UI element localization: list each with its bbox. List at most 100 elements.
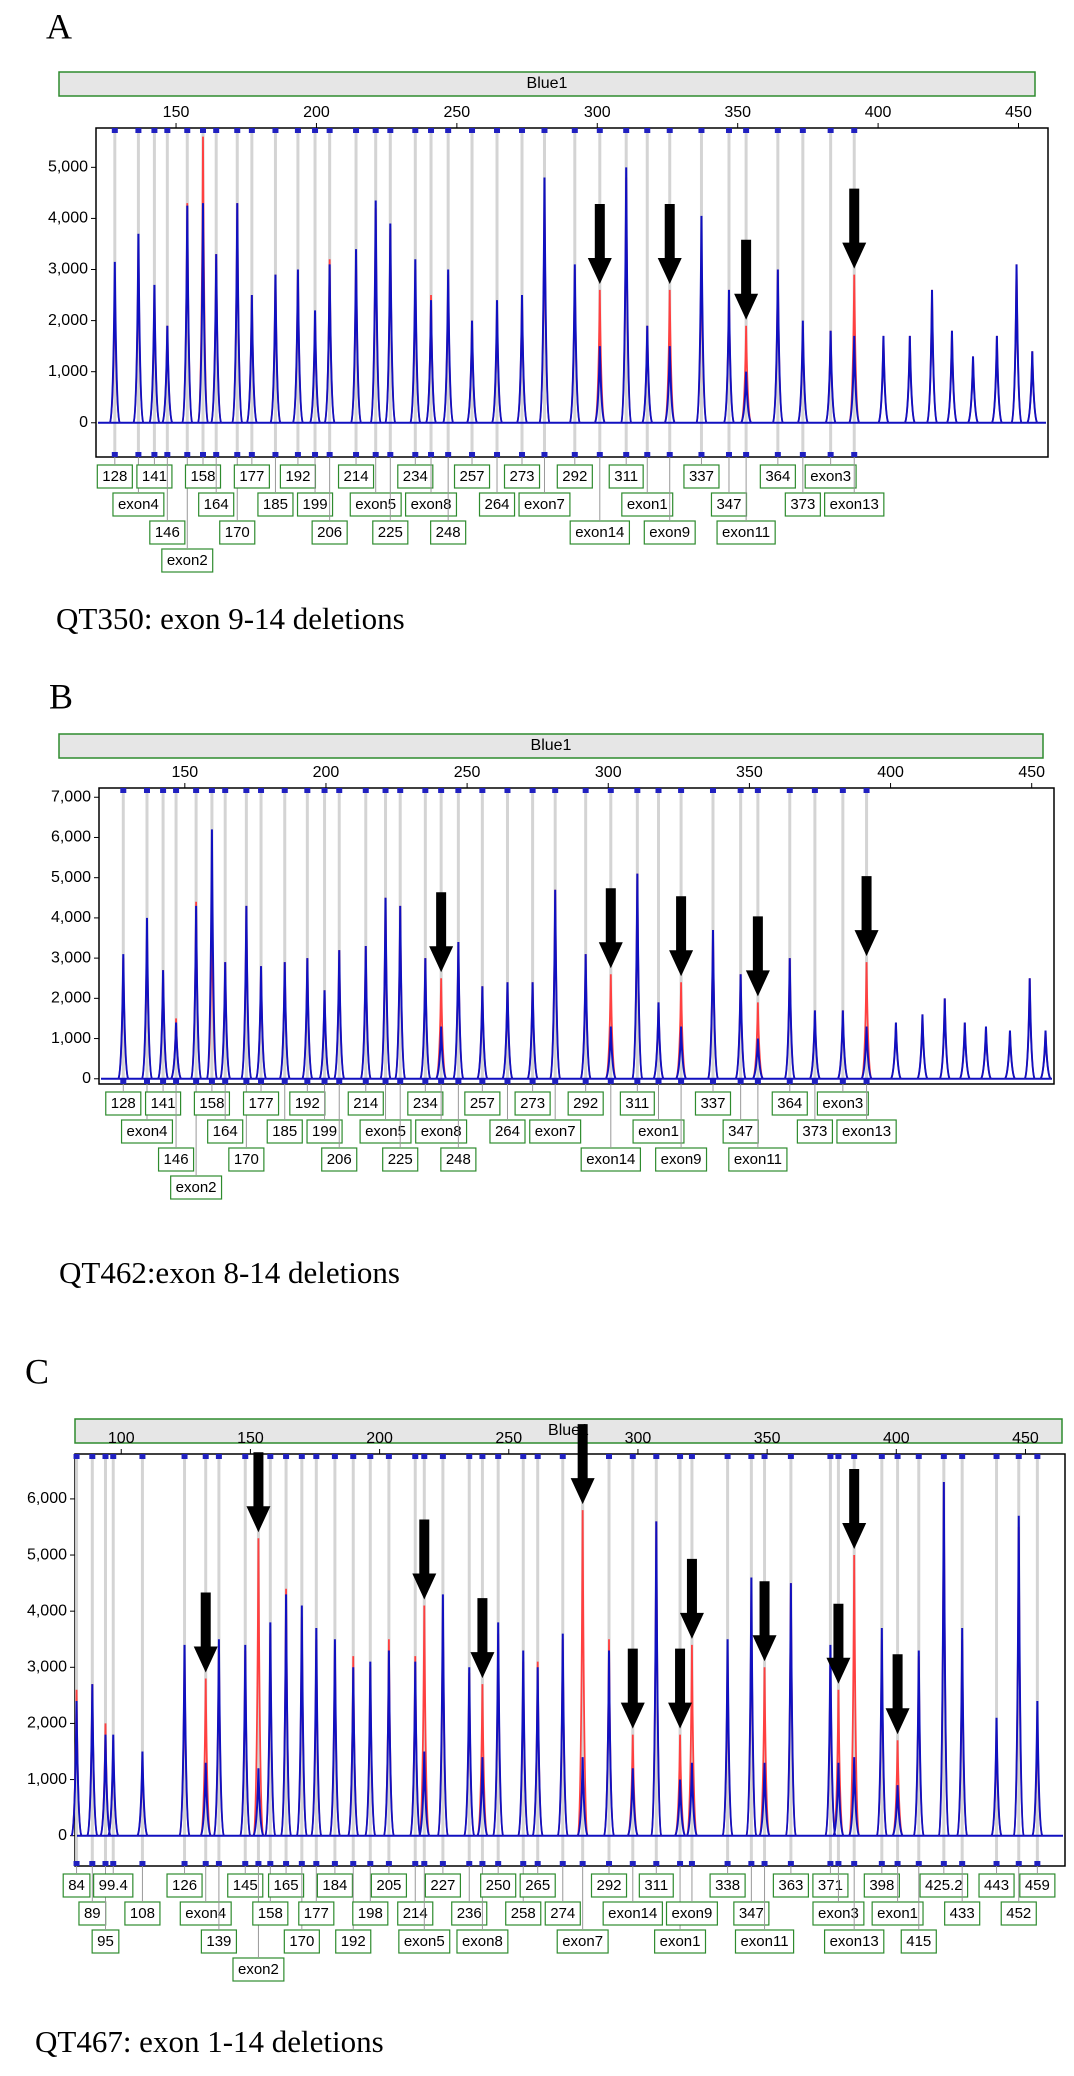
bin-marker — [541, 128, 548, 133]
bin-marker — [234, 128, 241, 133]
probe-label: 248 — [446, 1151, 471, 1168]
peak — [626, 1768, 639, 1837]
y-tick-label: 3,000 — [48, 261, 88, 278]
peak — [796, 320, 809, 424]
bin-marker — [596, 128, 603, 133]
x-tick-label: 200 — [303, 104, 330, 121]
bin-marker — [644, 128, 651, 133]
bin-marker — [455, 1079, 462, 1084]
x-tick-label: 300 — [584, 104, 611, 121]
peak — [891, 1785, 904, 1837]
bin-marker — [304, 1079, 311, 1084]
peak — [531, 1667, 544, 1837]
peak — [686, 1762, 698, 1837]
probe-label: exon2 — [238, 1961, 279, 1978]
peak — [1039, 1030, 1052, 1080]
bin-marker — [851, 128, 858, 133]
peak — [938, 998, 951, 1080]
caption: QT350: exon 9-14 deletions — [56, 601, 405, 636]
bin-marker — [607, 788, 614, 793]
peak — [435, 1026, 448, 1080]
bin-marker — [193, 1079, 200, 1084]
bin-marker — [110, 1861, 117, 1866]
bin-marker — [504, 1079, 511, 1084]
bin-marker — [827, 1454, 834, 1459]
bin-marker — [89, 1861, 96, 1866]
bin-marker — [571, 452, 578, 457]
peak — [652, 1002, 665, 1080]
bin-marker — [372, 128, 379, 133]
bin-marker — [787, 1454, 794, 1459]
probe-label: exon14 — [586, 1151, 635, 1168]
x-tick-label: 200 — [366, 1430, 393, 1447]
peak — [1023, 978, 1036, 1080]
bin-marker — [438, 1079, 445, 1084]
bin-marker — [623, 452, 630, 457]
peak — [436, 1594, 449, 1837]
peak — [245, 295, 258, 424]
deletion-arrow — [679, 1558, 704, 1639]
bin-marker — [552, 1079, 559, 1084]
peak — [1010, 264, 1023, 424]
bin-marker — [412, 1454, 419, 1459]
bin-marker — [835, 1861, 842, 1866]
bin-marker — [242, 1454, 249, 1459]
bin-marker — [412, 1861, 419, 1866]
bin-marker — [102, 1861, 109, 1866]
x-tick-label: 150 — [237, 1430, 264, 1447]
probe-label: 364 — [765, 468, 790, 485]
bin-marker — [786, 788, 793, 793]
panel-label: C — [25, 1351, 49, 1391]
peak — [419, 958, 432, 1080]
bin-marker — [839, 1079, 846, 1084]
peak — [394, 905, 407, 1080]
bin-marker — [827, 128, 834, 133]
bin-marker — [827, 1861, 834, 1866]
probe-label: 459 — [1025, 1877, 1050, 1894]
bin-marker — [629, 1454, 636, 1459]
bin-marker — [839, 788, 846, 793]
probe-label: 185 — [263, 496, 288, 513]
peak — [783, 958, 796, 1080]
peak — [758, 1762, 771, 1837]
peak — [350, 249, 362, 424]
bin-marker — [571, 128, 578, 133]
peak — [538, 177, 551, 424]
peak — [990, 335, 1003, 424]
probe-label: 347 — [739, 1905, 764, 1922]
bin-marker — [326, 128, 333, 133]
y-tick-label: 6,000 — [51, 829, 91, 846]
bin-marker — [428, 452, 435, 457]
probe-label: 206 — [317, 524, 342, 541]
bin-marker — [678, 1079, 685, 1084]
title: Blue1 — [531, 737, 572, 754]
bin-marker — [202, 1861, 209, 1866]
bin-marker — [552, 788, 559, 793]
bin-marker — [894, 1454, 901, 1459]
deletion-arrow — [842, 188, 867, 269]
peak — [1012, 1515, 1025, 1837]
bin-marker — [724, 1861, 731, 1866]
bin-marker — [272, 452, 279, 457]
bin-marker — [851, 1861, 858, 1866]
peak — [328, 1639, 341, 1837]
probe-label: exon8 — [411, 496, 452, 513]
bin-marker — [321, 788, 328, 793]
peak — [980, 1026, 992, 1080]
probe-label: 158 — [199, 1095, 224, 1112]
caption: QT467: exon 1-14 deletions — [35, 2024, 384, 2059]
bin-marker — [915, 1454, 922, 1459]
probe-label: exon5 — [365, 1123, 406, 1140]
probe-label: 433 — [950, 1905, 975, 1922]
peak — [347, 1667, 360, 1837]
peak — [752, 1038, 764, 1080]
bin-marker — [234, 452, 241, 457]
bin-marker — [559, 1861, 566, 1866]
probe-label: 248 — [436, 524, 461, 541]
peak — [409, 259, 422, 424]
peak — [301, 958, 314, 1080]
title-bar — [74, 1418, 1063, 1444]
title: Blue1 — [527, 75, 568, 92]
bin-marker — [336, 1079, 343, 1084]
peak — [576, 1757, 589, 1837]
